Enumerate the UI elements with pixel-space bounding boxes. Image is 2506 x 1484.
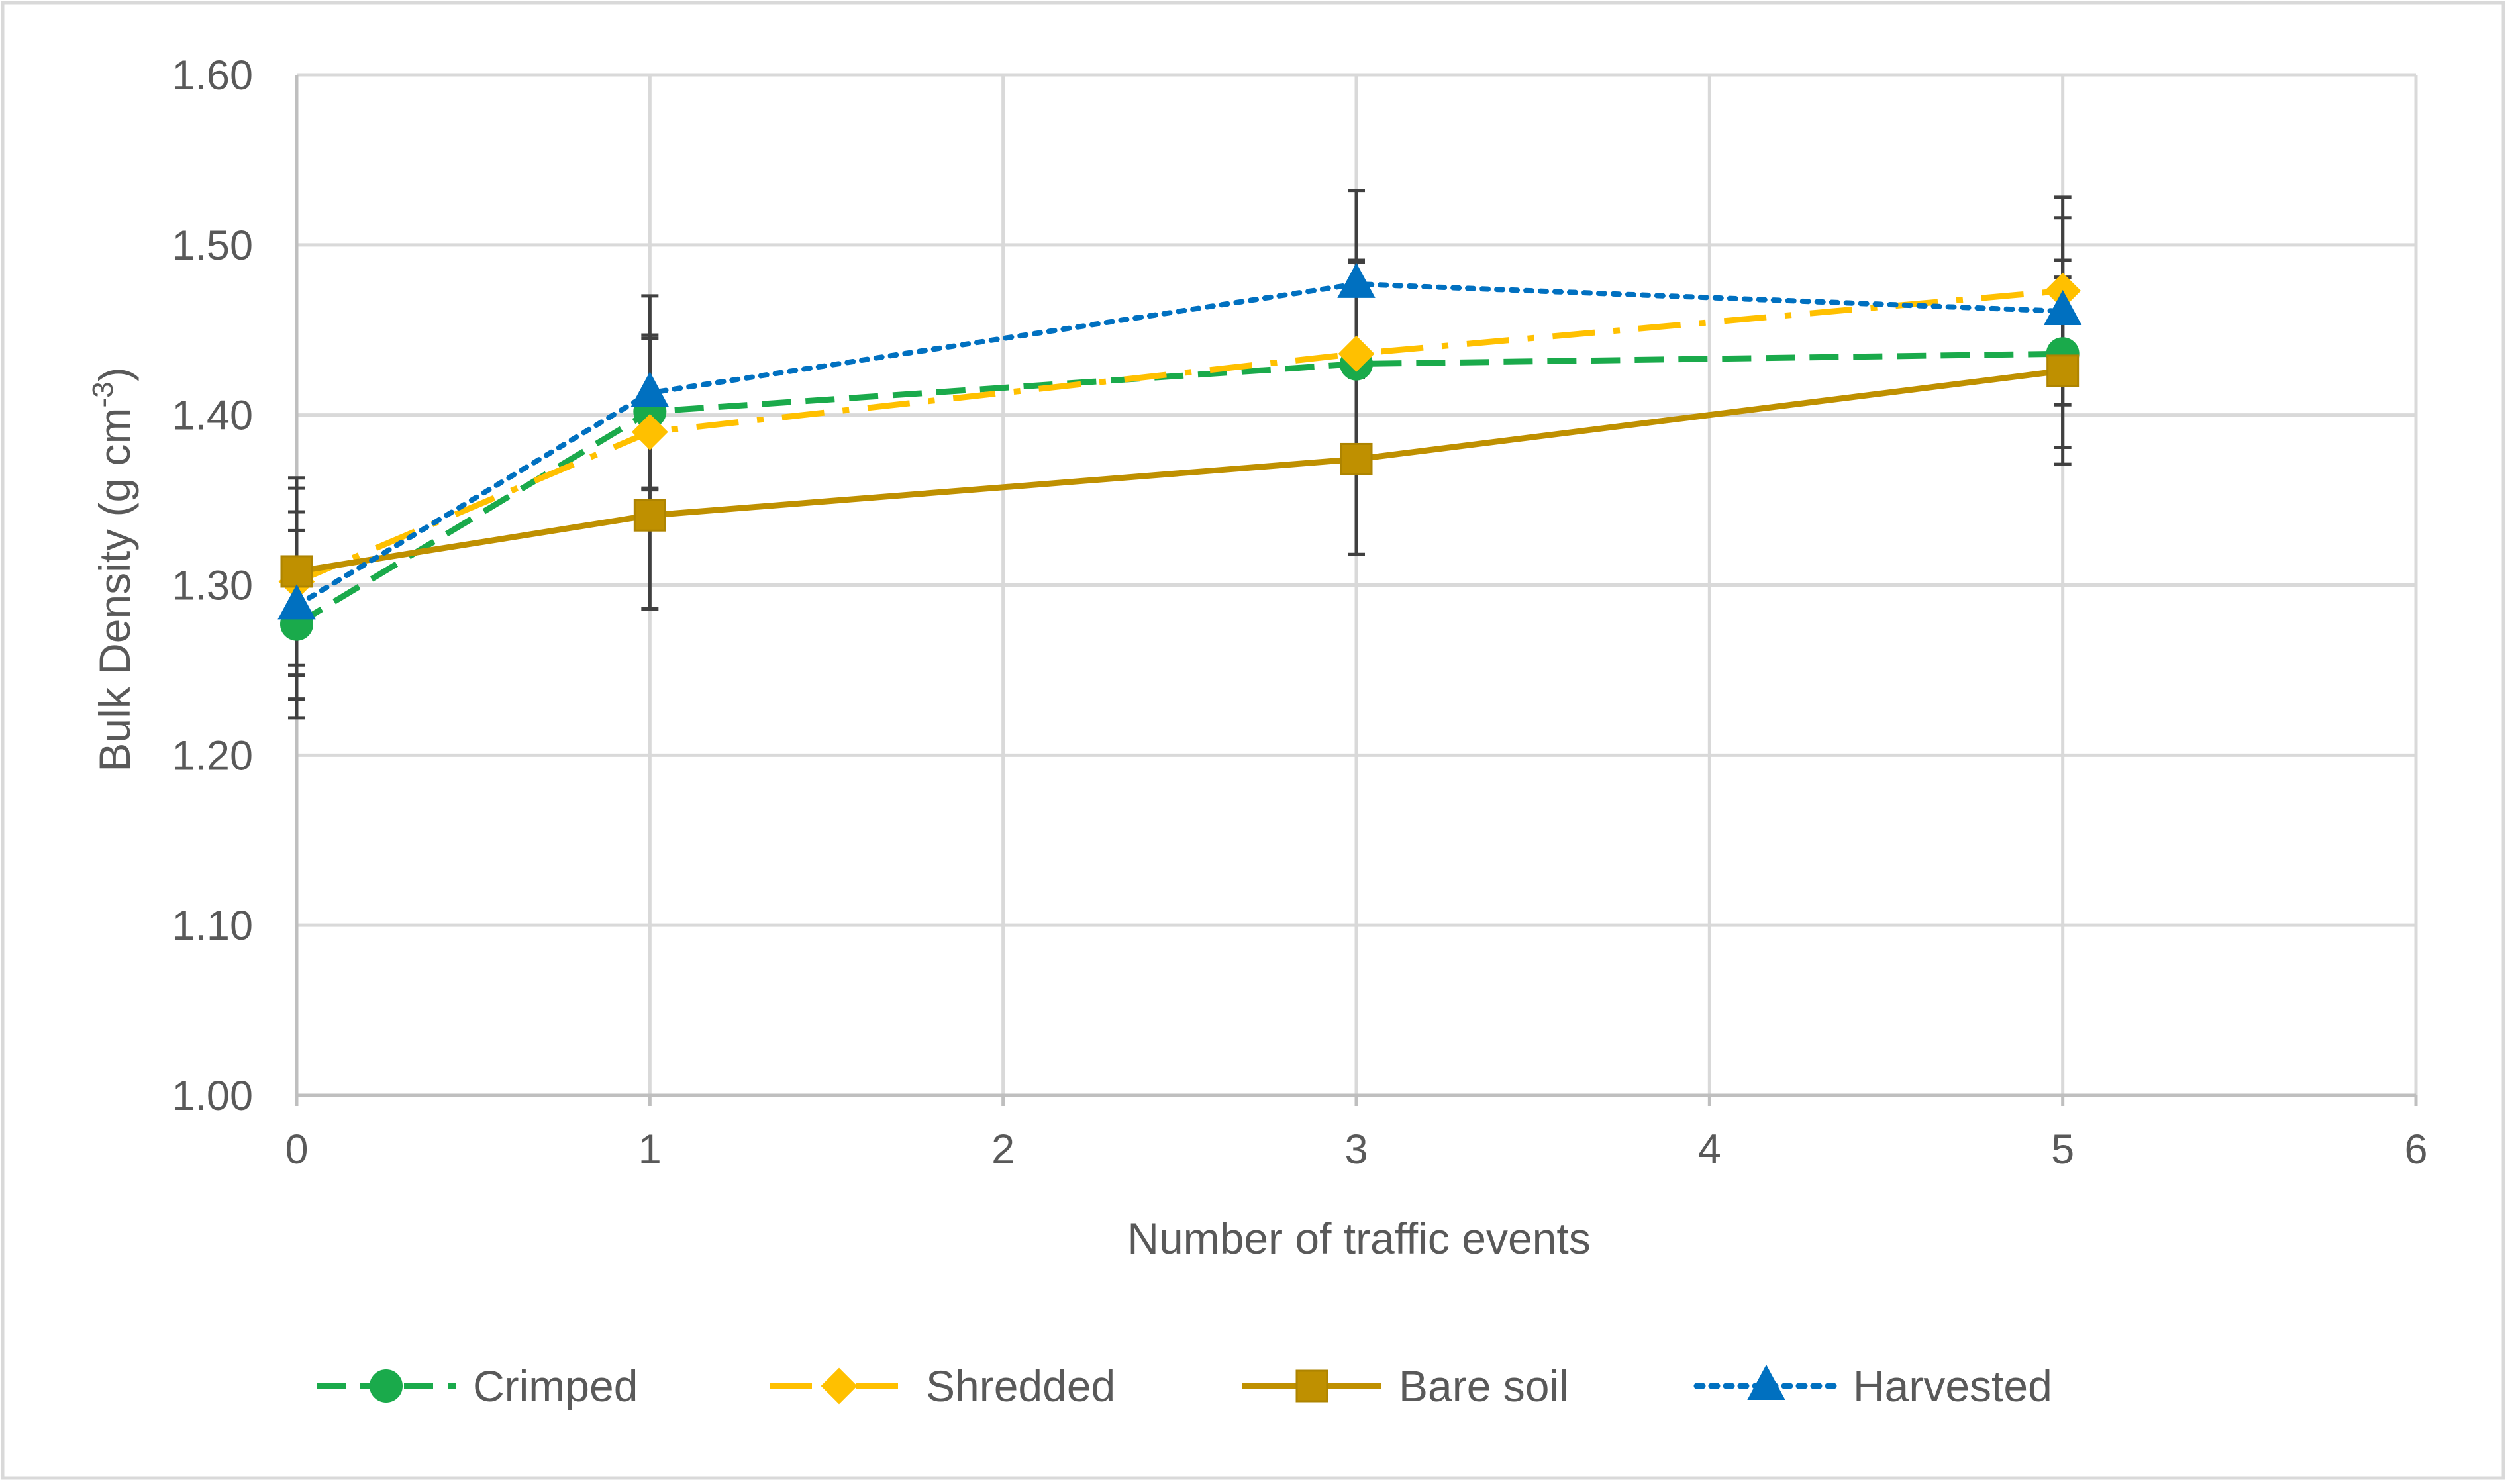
point-shredded bbox=[631, 413, 668, 450]
legend: Crimped Shredded Bare soil Harvested bbox=[317, 1361, 2052, 1410]
series-markers bbox=[277, 262, 2082, 641]
legend-label-harvested: Harvested bbox=[1853, 1361, 2052, 1410]
point-harvested bbox=[630, 371, 670, 407]
y-tick-label: 1.00 bbox=[172, 1073, 253, 1119]
point-bare-soil bbox=[1340, 442, 1373, 475]
point-bare-soil bbox=[280, 555, 313, 588]
point-harvested bbox=[1337, 262, 1376, 298]
y-axis-title-main: Bulk Density (g cm bbox=[90, 407, 139, 771]
point-harvested bbox=[2043, 289, 2082, 325]
series-line-crimped bbox=[295, 350, 2063, 627]
y-tick-label: 1.40 bbox=[172, 393, 253, 439]
x-tick-label: 4 bbox=[1698, 1126, 1721, 1173]
y-axis-title-close: ) bbox=[90, 367, 139, 381]
x-tick-label: 3 bbox=[1344, 1126, 1368, 1173]
y-tick-label: 1.10 bbox=[172, 903, 253, 949]
series-lines bbox=[294, 281, 2066, 627]
legend-marker-harvested bbox=[1747, 1364, 1785, 1400]
y-axis-title: Bulk Density (g cm-3) bbox=[87, 367, 139, 771]
tick-labels: 1.00 1.10 1.20 1.30 1.40 1.50 1.60 0 1 2 3 4 5 6 bbox=[172, 52, 2427, 1173]
y-tick-label: 1.30 bbox=[172, 563, 253, 609]
legend-marker-shredded bbox=[821, 1367, 858, 1405]
legend-item-bare-soil: Bare soil bbox=[1242, 1361, 1569, 1410]
x-tick-label: 6 bbox=[2404, 1126, 2427, 1173]
x-tick-label: 0 bbox=[285, 1126, 308, 1173]
series-line-shredded bbox=[295, 287, 2064, 585]
series-line-bare-soil bbox=[296, 368, 2064, 575]
y-tick-label: 1.20 bbox=[172, 732, 253, 779]
legend-label-crimped: Crimped bbox=[473, 1361, 638, 1410]
series-line-harvested bbox=[294, 281, 2066, 609]
x-tick-label: 1 bbox=[638, 1126, 662, 1173]
y-tick-label: 1.60 bbox=[172, 52, 253, 99]
point-bare-soil bbox=[633, 499, 666, 532]
y-axis-title-sup: -3 bbox=[87, 381, 119, 407]
legend-label-shredded: Shredded bbox=[926, 1361, 1115, 1410]
point-harvested bbox=[277, 584, 316, 620]
legend-item-crimped: Crimped bbox=[317, 1361, 638, 1410]
legend-marker-bare-soil bbox=[1295, 1369, 1328, 1403]
legend-label-bare-soil: Bare soil bbox=[1399, 1361, 1569, 1410]
x-axis-title: Number of traffic events bbox=[1127, 1214, 1590, 1263]
x-tick-label: 5 bbox=[2051, 1126, 2074, 1173]
point-shredded bbox=[1338, 335, 1375, 372]
legend-item-shredded: Shredded bbox=[770, 1361, 1115, 1410]
point-bare-soil bbox=[2046, 354, 2080, 387]
legend-marker-crimped bbox=[370, 1369, 403, 1403]
x-tick-label: 2 bbox=[991, 1126, 1015, 1173]
y-tick-label: 1.50 bbox=[172, 223, 253, 269]
legend-item-harvested: Harvested bbox=[1693, 1361, 2052, 1410]
